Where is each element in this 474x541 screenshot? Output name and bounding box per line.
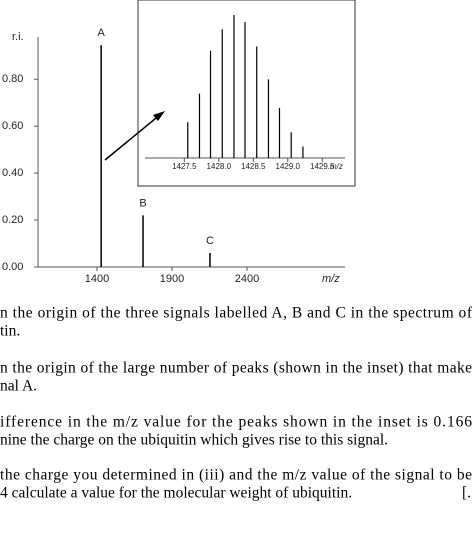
margin-mark: [. — [462, 485, 471, 502]
x-axis-label: m/z — [330, 162, 343, 171]
x-tick-label: 1428.0 — [207, 162, 232, 171]
x-tick-label: 1400 — [85, 273, 109, 285]
x-tick-label: 1900 — [160, 273, 184, 285]
question-line: 4 calculate a value for the molecular we… — [0, 485, 352, 502]
question-line: n the origin of the large number of peak… — [0, 360, 472, 377]
x-tick-label: 1429.5 — [310, 162, 335, 171]
question-line: nal A. — [0, 378, 37, 395]
peak-label: C — [206, 235, 214, 247]
question-line: n the origin of the three signals labell… — [0, 305, 473, 322]
x-tick-label: 1427.5 — [172, 162, 197, 171]
arrow — [104, 113, 162, 161]
peak-label: A — [97, 27, 105, 39]
y-tick-label: 0.60 — [2, 120, 23, 132]
question-line: the charge you determined in (iii) and t… — [0, 467, 472, 484]
y-tick-label: 0.00 — [2, 261, 23, 273]
y-axis-label: r.i. — [12, 31, 24, 43]
question-line: ifference in the m/z value for the peaks… — [0, 414, 472, 431]
y-tick-label: 0.20 — [2, 214, 23, 226]
x-axis-label: m/z — [322, 273, 340, 285]
y-tick-label: 0.80 — [2, 73, 23, 85]
inset-frame — [137, 0, 356, 187]
x-tick-label: 1428.5 — [241, 162, 266, 171]
x-tick-label: 2400 — [235, 273, 259, 285]
x-tick-label: 1429.0 — [276, 162, 301, 171]
question-line: nine the charge on the ubiquitin which g… — [0, 432, 388, 449]
question-line: tin. — [0, 323, 20, 340]
y-tick-label: 0.40 — [2, 167, 23, 179]
peak-label: B — [139, 197, 146, 209]
arrow-head — [153, 111, 165, 121]
